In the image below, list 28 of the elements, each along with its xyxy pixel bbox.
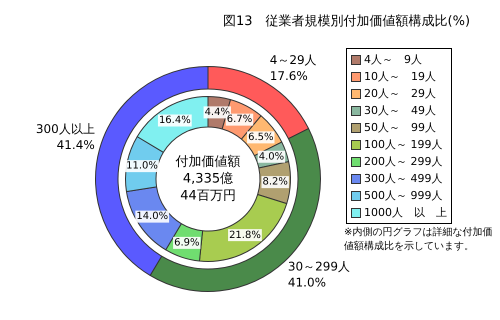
data-label: 14.0% (136, 211, 168, 222)
legend-label: 1000人 以 上 (364, 205, 447, 221)
slice-label: 300人以上 (36, 122, 95, 136)
legend-label: 4人～ 9人 (364, 52, 422, 68)
data-label: 6.7% (226, 114, 252, 126)
legend-label: 100人～ 199人 (364, 137, 442, 153)
data-label: 21.8% (229, 230, 261, 241)
data-label: 16.4% (158, 115, 191, 126)
legend-label: 300人～ 499人 (364, 171, 442, 187)
legend-label: 200人～ 299人 (364, 154, 442, 170)
data-label: 41.4% (56, 138, 95, 152)
legend-label: 10人～ 19人 (364, 69, 436, 85)
slice-label: 30～299人 (288, 259, 350, 274)
data-label: 41.0% (288, 275, 326, 290)
slice-label: 4～29人 (270, 53, 317, 68)
data-label: 4.0% (258, 151, 284, 162)
legend-label: 500人～ 999人 (364, 188, 442, 204)
text: ※内側の円グラフは詳細な付加価値額構成比を示しています。 (344, 226, 494, 254)
data-label: 11.0% (126, 160, 158, 172)
legend-label: 50人～ 99人 (364, 120, 436, 136)
legend-label: 20人～ 29人 (364, 86, 436, 102)
data-label: 8.2% (262, 176, 288, 188)
data-label: 6.9% (174, 237, 200, 248)
data-label: 17.6% (270, 69, 308, 84)
data-label: 6.5% (248, 132, 274, 143)
chart-title: 図13 従業者規模別付加価値額構成比(%) (223, 13, 470, 30)
legend-label: 30人～ 49人 (364, 103, 436, 119)
text: 付加価値額 4,335億 44百万円 (174, 154, 240, 204)
